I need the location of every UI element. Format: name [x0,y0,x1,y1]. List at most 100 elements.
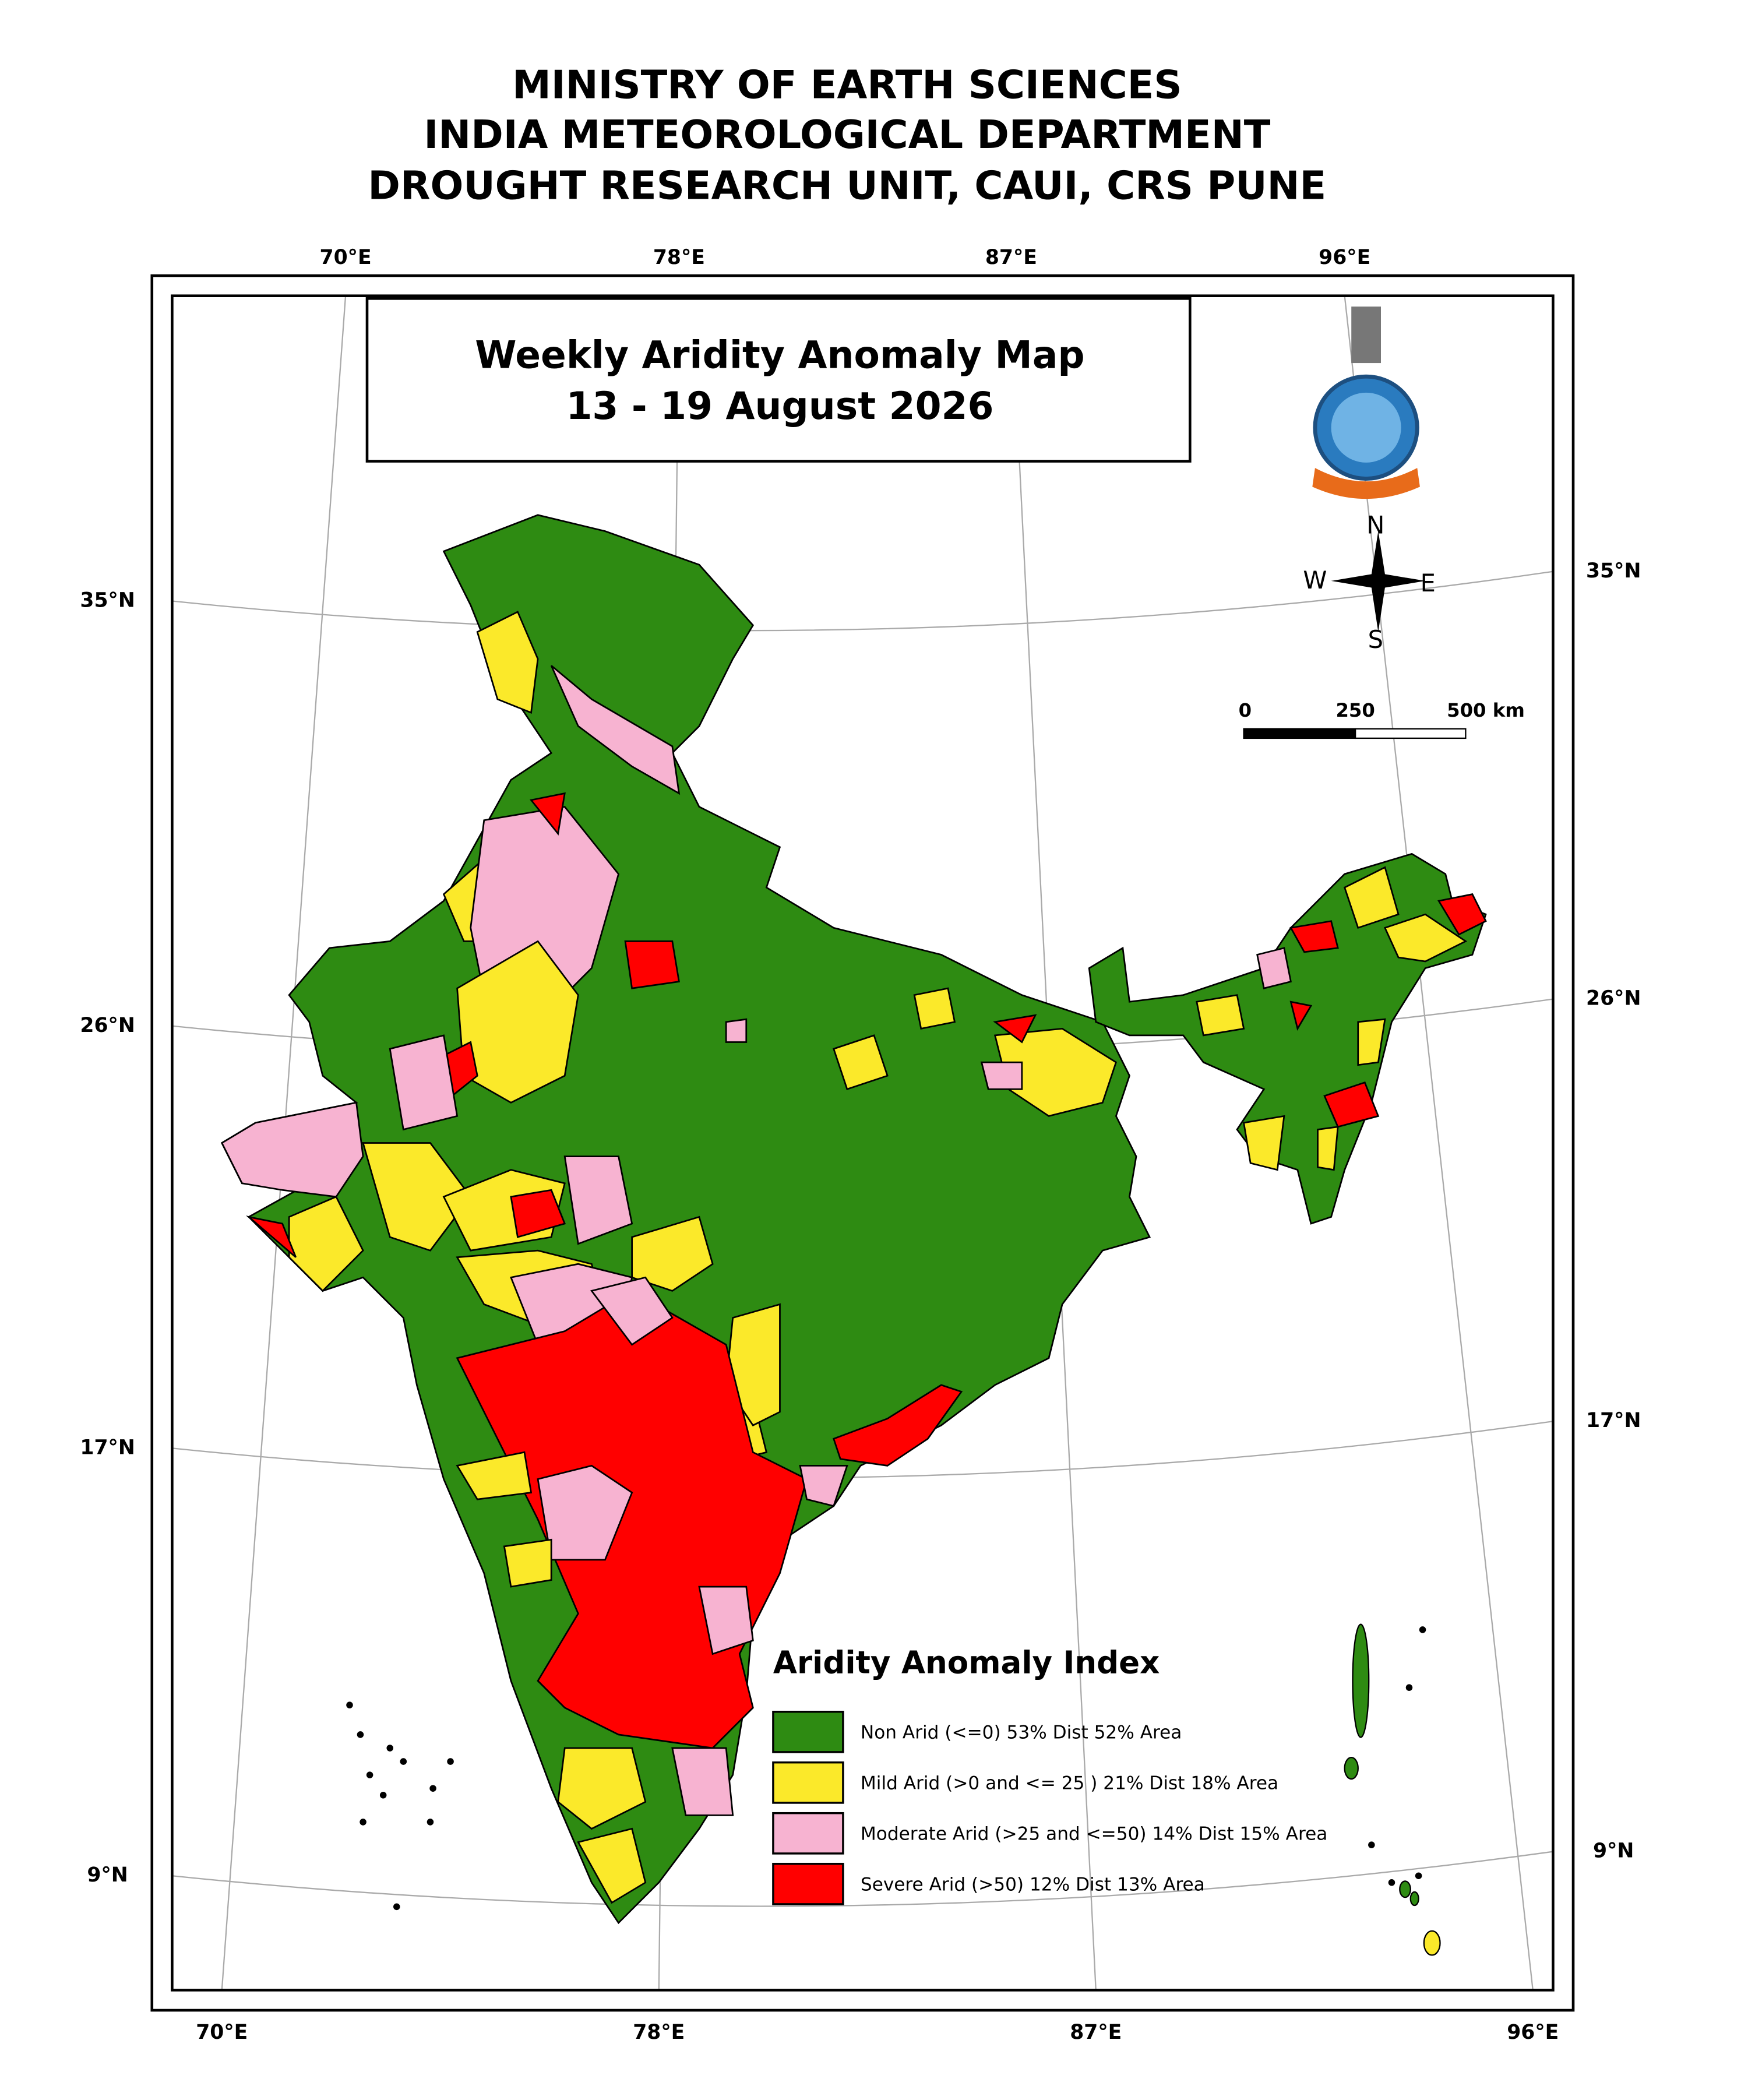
map-region [563,1155,633,1245]
legend-swatch [772,1812,844,1855]
emblem-crest [1351,306,1381,364]
header-line: DROUGHT RESEARCH UNIT, CAUI, CRS PUNE [368,163,1326,209]
map-region [456,1451,533,1500]
map-region [245,1215,297,1258]
latitude-label: 35°N [1586,559,1641,583]
map-region [389,1034,459,1131]
map-region [557,1747,647,1830]
emblem-inner [1331,392,1401,463]
map-region [1323,1081,1380,1128]
scale-label: 0 [1239,699,1252,721]
legend-swatch [772,1761,844,1804]
map-region [1317,1126,1339,1171]
map-region [631,1215,714,1292]
longitude-label: 78°E [653,246,705,269]
scale-segment [1243,728,1356,739]
scale-label: 500 km [1447,699,1525,721]
latitude-label: 17°N [1586,1409,1641,1432]
island [400,1758,407,1765]
map-region [220,1101,364,1198]
parallel [172,1851,1553,1907]
legend-swatch [772,1710,844,1753]
map-title: Weekly Aridity Anomaly Map [475,333,1084,377]
island [1423,1930,1441,1956]
island [1419,1626,1426,1633]
map-region [590,1276,674,1346]
map-region [1243,1115,1285,1171]
scale-label: 250 [1335,699,1375,721]
island [1368,1841,1375,1848]
map-region [698,1585,754,1655]
island [1344,1756,1359,1780]
compass-letter: E [1421,569,1436,597]
longitude-label: 96°E [1507,2021,1559,2044]
outer-frame [150,274,1575,2012]
island [393,1903,400,1911]
map-region [1343,866,1400,929]
longitude-label: 70°E [196,2021,248,2044]
latitude-label: 9°N [87,1863,128,1887]
map-region [833,1034,889,1090]
island [429,1785,436,1792]
map-region [476,611,539,714]
island [1399,1880,1411,1898]
compass-letter: N [1366,511,1384,540]
island [1352,1623,1370,1738]
island [427,1819,434,1826]
header-line: MINISTRY OF EARTH SCIENCES [512,62,1182,108]
latitude-label: 9°N [1593,1840,1634,1863]
map-region [799,1465,848,1507]
emblem-ribbon [1312,468,1420,499]
map-region [624,940,680,989]
legend-title: Aridity Anomaly Index [773,1645,1160,1681]
latitude-label: 26°N [80,1014,135,1037]
compass-rose [1331,531,1426,632]
legend-label: Non Arid (<=0) 53% Dist 52% Area [861,1722,1182,1743]
island [346,1701,353,1708]
island [1409,1891,1419,1907]
longitude-label: 78°E [633,2021,685,2044]
map-region [1357,1018,1386,1066]
map-region [725,1018,748,1043]
island [1405,1684,1413,1691]
island [360,1819,366,1826]
legend-swatch [772,1862,844,1905]
island [357,1731,364,1738]
map-region [503,1538,552,1588]
island [386,1745,393,1752]
title-box [365,297,1192,463]
inner-frame [171,294,1555,1992]
longitude-label: 96°E [1319,246,1370,269]
island [447,1758,454,1765]
island [379,1792,387,1799]
longitude-label: 70°E [320,246,372,269]
map-region [1196,994,1245,1037]
map-region [833,1384,963,1467]
north-arrow: N W E S [1303,511,1435,654]
parallel [172,1421,1553,1479]
header-line: INDIA METEOROLOGICAL DEPARTMENT [424,112,1270,157]
scale-segment [1354,728,1467,739]
legend-label: Mild Arid (>0 and <= 25 ) 21% Dist 18% A… [861,1773,1278,1794]
imd-emblem [1312,306,1420,499]
map-region [1384,913,1468,963]
map-region [1289,920,1339,953]
map-region [671,1747,734,1816]
latitude-label: 26°N [1586,987,1641,1010]
map-region [220,514,1151,1925]
scale-bar: 0 250 500 km [1239,699,1525,739]
map-region [510,1189,566,1238]
map-region [1256,947,1292,989]
map-region [980,1061,1023,1090]
island [1415,1872,1422,1879]
map-region [530,792,566,836]
map-region [1437,893,1487,936]
legend-label: Severe Arid (>50) 12% Dist 13% Area [861,1875,1205,1895]
map-region [913,987,956,1030]
map-region [362,1142,472,1252]
map-region [1289,1000,1313,1031]
map-period: 13 - 19 August 2026 [566,385,993,428]
longitude-label: 87°E [985,246,1037,269]
map-region [993,1014,1037,1044]
